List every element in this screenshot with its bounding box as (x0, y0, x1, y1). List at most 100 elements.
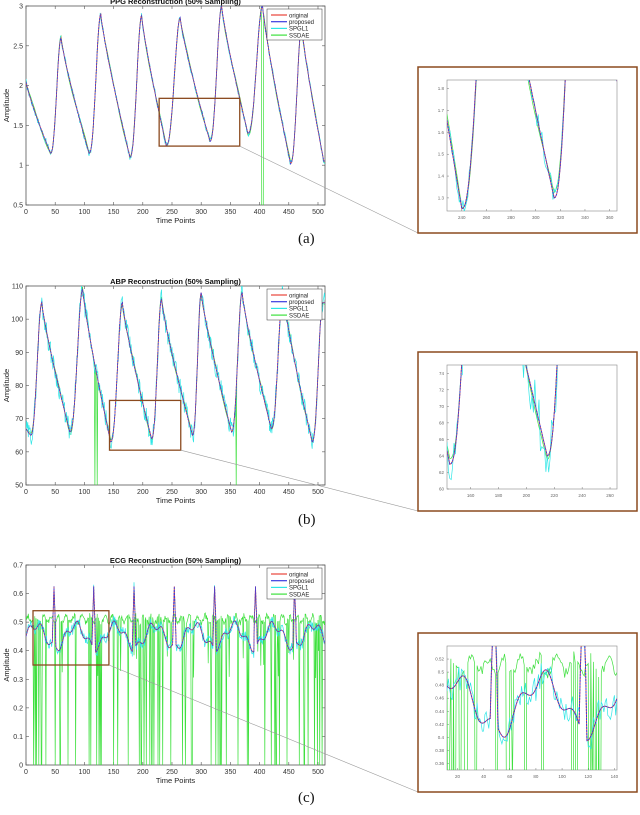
x-tick-label: 0 (24, 209, 28, 216)
legend-label-original: original (289, 13, 308, 19)
zoom-box (108, 399, 182, 451)
y-tick-label: 2 (19, 83, 23, 90)
inset-proposed-line (447, 80, 617, 210)
inset-y-tick-label: 1.8 (438, 86, 445, 91)
proposed-line (26, 6, 325, 165)
y-tick-label: 1.5 (13, 123, 23, 130)
x-tick-label: 350 (225, 489, 237, 496)
x-tick-label: 50 (51, 209, 59, 216)
inset-y-tick-label: 0.52 (435, 657, 444, 662)
ecg-chart: ECG Reconstruction (50% Sampling) 0 50 100 1… (2, 556, 638, 793)
y-tick-label: 1 (19, 163, 23, 170)
x-tick-label: 100 (79, 769, 91, 776)
caption-c: (c) (298, 790, 315, 806)
y-axis-label: Amplitude (2, 369, 11, 402)
x-tick-label: 500 (312, 489, 324, 496)
legend-label-proposed: proposed (289, 300, 314, 306)
y-tick-label: 0 (19, 763, 23, 770)
inset-y-tick-label: 0.36 (435, 761, 444, 766)
inset-x-tick-label: 200 (523, 493, 531, 498)
legend-label-ssdae: SSDAE (289, 33, 309, 39)
x-tick-label: 500 (312, 209, 324, 216)
legend-label-spgl1: SPGL1 (289, 586, 309, 592)
y-tick-label: 90 (15, 350, 23, 357)
x-tick-label: 450 (283, 489, 295, 496)
inset-y-tick-label: 0.5 (438, 670, 445, 675)
inset-y-tick-label: 1.5 (438, 152, 445, 157)
x-tick-label: 450 (283, 209, 295, 216)
chart-title: PPG Reconstruction (50% Sampling) (110, 0, 241, 6)
x-tick-label: 0 (24, 769, 28, 776)
inset-x-tick-label: 120 (584, 774, 592, 779)
x-tick-label: 300 (195, 489, 207, 496)
legend-label-proposed: proposed (289, 579, 314, 585)
legend-label-spgl1: SPGL1 (289, 27, 309, 33)
x-tick-label: 400 (254, 489, 266, 496)
inset-y-tick-label: 60 (439, 487, 445, 492)
x-tick-label: 200 (137, 209, 149, 216)
y-tick-label: 0.1 (13, 734, 23, 741)
inset-y-tick-label: 0.42 (435, 722, 444, 727)
legend-label-spgl1: SPGL1 (289, 307, 309, 313)
legend-label-original: original (289, 293, 308, 299)
inset-series-group (447, 365, 558, 481)
inset-ssdae-line (447, 651, 617, 770)
inset-proposed-line (447, 365, 558, 465)
x-axis-label: Time Points (156, 776, 196, 785)
inset-y-tick-label: 62 (439, 470, 445, 475)
x-axis-label: Time Points (156, 496, 196, 505)
inset-spgl1-line (447, 365, 558, 481)
inset-x-tick-label: 140 (611, 774, 619, 779)
legend-label-original: original (289, 572, 308, 578)
y-tick-label: 0.5 (13, 620, 23, 627)
y-tick-label: 0.6 (13, 591, 23, 598)
inset-y-tick-label: 74 (439, 371, 445, 376)
inset-x-tick-label: 160 (467, 493, 475, 498)
x-tick-label: 250 (166, 769, 178, 776)
caption-b: (b) (298, 512, 316, 528)
x-tick-label: 300 (195, 769, 207, 776)
zoom-connector-line (108, 664, 419, 793)
y-tick-label: 0.5 (13, 203, 23, 210)
x-tick-label: 450 (283, 769, 295, 776)
x-tick-label: 350 (225, 209, 237, 216)
inset-x-tick-label: 280 (507, 215, 515, 220)
y-tick-label: 80 (15, 383, 23, 390)
zoom-box (158, 97, 241, 147)
inset-y-tick-label: 66 (439, 437, 445, 442)
x-tick-label: 50 (51, 769, 59, 776)
y-tick-label: 60 (15, 449, 23, 456)
inset-x-tick-label: 300 (532, 215, 540, 220)
panel-ecg: ECG Reconstruction (50% Sampling) 0 50 100 1… (0, 535, 640, 810)
x-axis-label: Time Points (156, 216, 196, 225)
abp-chart: ABP Reconstruction (50% Sampling)0 50 100 1… (2, 277, 638, 512)
ppg-chart: PPG Reconstruction (50% Sampling) 0 50 100 1… (2, 0, 638, 234)
x-tick-label: 300 (195, 209, 207, 216)
panel-abp: ABP Reconstruction (50% Sampling) 0 50 100 1… (0, 270, 640, 532)
x-tick-label: 150 (108, 209, 120, 216)
series-group (26, 582, 325, 765)
inset-x-tick-label: 60 (507, 774, 513, 779)
y-tick-label: 0.7 (13, 563, 23, 570)
y-tick-label: 70 (15, 416, 23, 423)
inset-y-tick-label: 0.48 (435, 683, 444, 688)
inset-x-tick-label: 100 (558, 774, 566, 779)
proposed-line (26, 288, 325, 443)
inset-plot-area (446, 364, 618, 490)
legend-label-ssdae: SSDAE (289, 592, 309, 598)
inset-x-tick-label: 240 (578, 493, 586, 498)
chart-title: ECG Reconstruction (50% Sampling) (110, 556, 242, 565)
inset-x-tick-label: 340 (581, 215, 589, 220)
x-tick-label: 150 (108, 489, 120, 496)
legend-label-ssdae: SSDAE (289, 313, 309, 319)
inset-x-tick-label: 260 (606, 493, 614, 498)
y-axis-label: Amplitude (2, 648, 11, 681)
inset-proposed-line (447, 646, 617, 742)
inset-x-tick-label: 220 (551, 493, 559, 498)
chart-title: ABP Reconstruction (50% Sampling) (110, 277, 241, 286)
inset-y-tick-label: 64 (439, 453, 445, 458)
inset-x-tick-label: 360 (606, 215, 614, 220)
